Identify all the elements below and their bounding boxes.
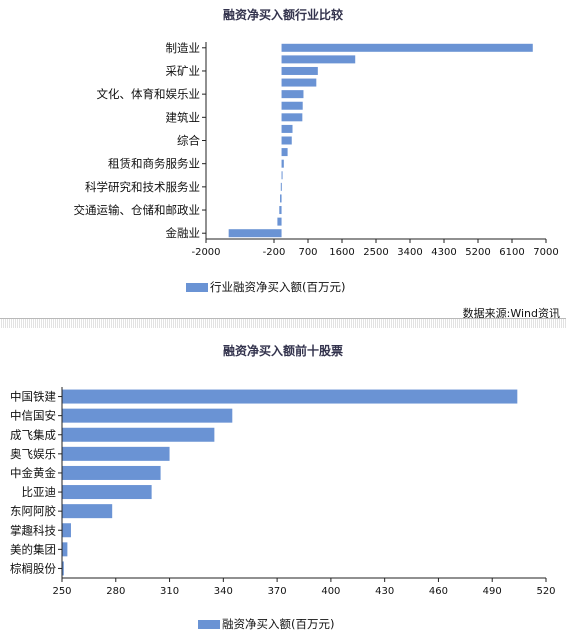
bar-16: [228, 229, 282, 238]
x-tick-label-6: 4300: [431, 247, 456, 258]
bar-9: [62, 561, 64, 576]
x-tick-label-9: 7000: [533, 247, 558, 258]
bar-11: [281, 171, 283, 180]
x-tick-label-3: 1600: [329, 247, 354, 258]
industry-chart-svg: 制造业采矿业文化、体育和娱乐业建筑业综合租赁和商务服务业科学研究和技术服务业交通…: [74, 41, 559, 258]
chart-title: 融资净买入额前十股票: [222, 344, 343, 358]
x-tick-label-2: 310: [160, 586, 179, 597]
chart-legend: 行业融资净买入额(百万元): [186, 279, 345, 295]
category-label-8: 美的集团: [10, 542, 56, 556]
category-label-1: 中信国安: [10, 409, 56, 423]
category-label-16: 金融业: [166, 226, 201, 240]
category-label-0: 中国铁建: [10, 390, 56, 404]
bar-2: [281, 66, 318, 75]
bar-12: [280, 182, 282, 191]
category-label-6: 建筑业: [166, 110, 201, 124]
panel-divider: [0, 318, 566, 328]
bar-6: [62, 504, 113, 519]
bar-10: [281, 159, 284, 168]
bar-6: [281, 113, 303, 122]
bar-7: [62, 523, 71, 538]
x-tick-label-0: -2000: [191, 247, 220, 258]
bar-14: [279, 206, 282, 215]
category-label-2: 成飞集成: [10, 428, 56, 442]
x-tick-label-2: 700: [298, 247, 317, 258]
x-tick-label-8: 6100: [499, 247, 524, 258]
x-tick-label-7: 5200: [465, 247, 490, 258]
category-label-7: 掌趣科技: [10, 523, 56, 537]
legend-label: 融资净买入额(百万元): [222, 617, 335, 631]
bar-3: [281, 78, 317, 87]
bar-5: [281, 101, 303, 110]
data-source-note: 数据来源:Wind资讯: [462, 307, 560, 320]
category-label-8: 综合: [177, 134, 200, 148]
legend-swatch: [198, 619, 220, 629]
x-tick-label-1: -200: [263, 247, 286, 258]
x-tick-label-9: 520: [536, 586, 555, 597]
bar-8: [62, 542, 68, 557]
category-label-10: 租赁和商务服务业: [108, 157, 200, 171]
x-tick-label-3: 340: [214, 586, 233, 597]
category-label-2: 采矿业: [166, 64, 201, 78]
bar-0: [62, 389, 518, 404]
legend-label: 行业融资净买入额(百万元): [210, 280, 346, 294]
bar-4: [62, 465, 161, 480]
category-label-4: 中金黄金: [10, 466, 56, 480]
industry-chart-panel: 融资净买入额行业比较 制造业采矿业文化、体育和娱乐业建筑业综合租赁和商务服务业科…: [74, 8, 561, 320]
chart-legend: 融资净买入额(百万元): [198, 616, 334, 632]
chart-title: 融资净买入额行业比较: [222, 8, 343, 22]
x-tick-label-0: 250: [52, 586, 71, 597]
x-tick-label-7: 460: [429, 586, 448, 597]
bar-7: [281, 124, 293, 133]
x-tick-label-5: 3400: [397, 247, 422, 258]
bar-9: [281, 148, 288, 157]
bar-8: [281, 136, 292, 145]
bar-1: [62, 408, 233, 423]
x-tick-label-5: 400: [321, 586, 340, 597]
bar-15: [277, 217, 282, 226]
x-tick-label-8: 490: [483, 586, 502, 597]
bar-4: [281, 90, 304, 99]
bar-0: [281, 43, 533, 52]
category-label-9: 棕榈股份: [10, 561, 56, 575]
stock-chart-panel: 融资净买入额前十股票 中国铁建中信国安成飞集成奥飞娱乐中金黄金比亚迪东阿阿胶掌趣…: [0, 327, 566, 636]
legend-swatch: [186, 282, 208, 292]
bar-1: [281, 55, 356, 64]
x-tick-label-4: 2500: [363, 247, 388, 258]
category-label-3: 奥飞娱乐: [10, 447, 56, 461]
category-label-14: 交通运输、仓储和邮政业: [74, 203, 201, 217]
category-label-12: 科学研究和技术服务业: [85, 180, 200, 194]
category-label-5: 比亚迪: [22, 485, 57, 499]
x-tick-label-6: 430: [375, 586, 394, 597]
x-tick-label-4: 370: [268, 586, 287, 597]
bar-13: [280, 194, 282, 203]
bar-2: [62, 427, 215, 442]
bar-3: [62, 446, 170, 461]
category-label-6: 东阿阿胶: [10, 504, 56, 518]
x-tick-label-1: 280: [106, 586, 125, 597]
category-label-0: 制造业: [166, 41, 201, 55]
category-label-4: 文化、体育和娱乐业: [97, 87, 201, 101]
bar-5: [62, 485, 152, 500]
